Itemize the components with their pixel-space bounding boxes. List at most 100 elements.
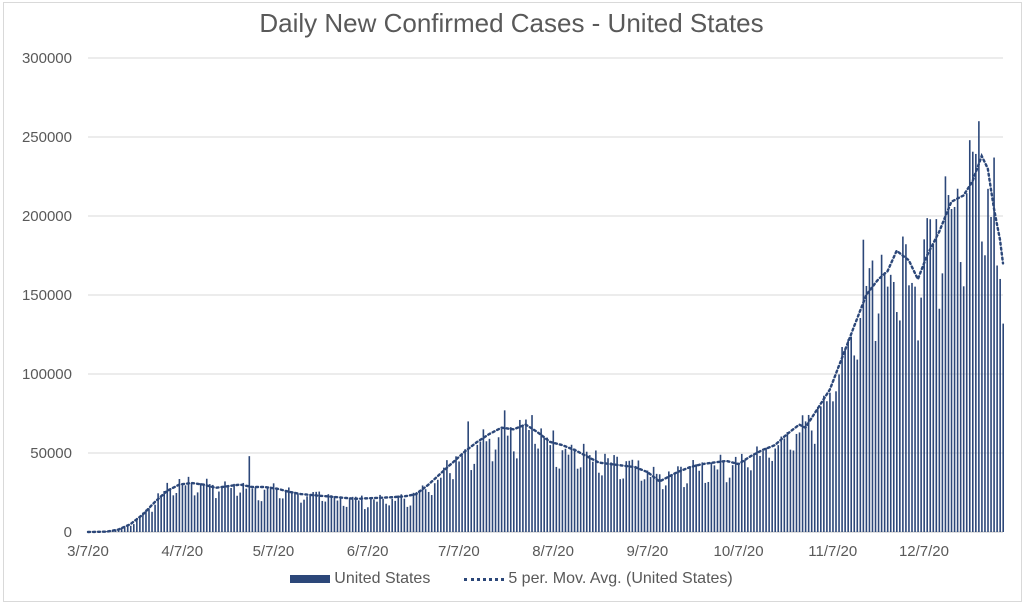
bar [917,340,919,532]
bar [552,430,555,532]
bar [324,501,327,532]
bar [740,453,743,532]
bar [573,448,576,532]
bar [382,498,384,532]
bar [446,460,448,532]
bar [844,349,846,532]
x-tick-label: 7/7/20 [438,543,480,560]
bar [348,498,351,532]
bar [388,505,390,532]
bar [813,443,816,532]
x-tick-label: 5/7/20 [253,543,295,560]
bar [965,193,968,533]
bar [804,421,807,532]
bar [205,478,208,532]
bar [768,457,770,532]
bar [795,433,798,532]
bar [725,482,728,532]
bar [132,524,135,532]
bar [640,480,643,532]
legend-bar-swatch [290,575,331,583]
bar [661,489,664,532]
bar [248,456,251,532]
bar [962,286,965,532]
legend-item-line[interactable]: 5 per. Mov. Avg. (United States) [464,570,733,588]
bar [792,450,795,532]
bar [537,448,539,532]
bar [613,455,615,532]
bar [303,499,305,532]
bar [272,483,275,532]
bar [637,460,640,532]
bar [883,272,886,532]
x-tick-label: 3/7/20 [67,543,109,560]
bar [424,489,427,532]
bar [528,430,530,532]
legend-item-bars[interactable]: United States [290,570,430,588]
bar [719,454,722,532]
bar [512,451,515,532]
bar [734,456,737,532]
bar [199,483,202,532]
bar [762,451,764,532]
bar [956,188,959,532]
bar [731,465,734,532]
bar [582,443,585,532]
bar [315,491,317,532]
bar [579,467,582,532]
bar [157,493,159,532]
bar [224,481,226,532]
bar [935,219,938,532]
bar [993,157,995,533]
bar [938,308,941,532]
bar [500,428,503,532]
moving-average-line [86,152,1005,534]
x-tick-label: 8/7/20 [532,543,574,560]
bar [215,498,217,532]
bar [105,531,108,532]
bar [321,500,324,532]
bar [260,501,263,532]
bar [643,479,646,532]
bar [595,450,597,532]
bar [373,499,375,532]
bar [655,473,658,532]
bar [911,282,913,532]
bar [230,488,232,532]
bar [540,428,542,532]
bar [443,467,445,532]
bar [522,426,524,532]
bar [631,459,634,532]
bar [364,509,366,532]
bar [376,501,378,532]
bar [485,441,488,532]
bar [409,505,412,532]
bar [783,438,786,532]
bar [233,483,235,532]
bar [889,274,892,532]
bar [789,449,792,532]
bar [318,491,321,532]
bar [692,460,694,532]
bar [166,482,169,532]
bar [807,414,810,532]
bar [555,466,558,532]
y-tick-label: 200000 [22,208,72,225]
bar [506,435,509,532]
bar [765,447,767,532]
bar-series [87,121,1004,533]
bar [598,472,600,532]
bar [151,511,153,532]
bar [759,455,761,532]
bar [160,496,162,532]
bar [674,473,676,532]
bar [549,445,552,532]
bar [880,254,883,532]
bar [771,460,773,532]
bar [816,406,819,532]
bar [245,488,248,532]
bar [178,479,181,532]
bar [564,448,567,532]
bar [628,460,631,532]
bar [427,491,430,532]
